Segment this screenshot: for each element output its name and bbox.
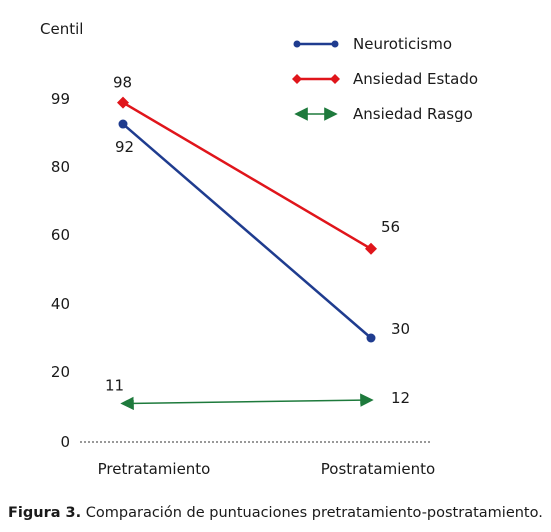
legend-item: Neuroticismo xyxy=(293,35,452,53)
series-line xyxy=(122,123,372,339)
data-label: 30 xyxy=(391,320,410,338)
data-label: 92 xyxy=(115,138,134,156)
series-2: 98 56 xyxy=(113,74,400,255)
data-label: 98 xyxy=(113,74,132,92)
legend-marker xyxy=(292,74,302,84)
data-point xyxy=(117,96,129,109)
series-1: 92 30 xyxy=(115,119,410,343)
y-tick-label: 0 xyxy=(60,433,70,451)
caption-prefix: Figura 3. xyxy=(8,505,82,521)
line-chart: Centil 0 20 40 60 80 99 Pretratamiento Postrat… xyxy=(40,20,478,478)
data-point xyxy=(366,333,376,343)
legend: Neuroticismo Ansiedad Estado Ansiedad Rasg… xyxy=(292,35,478,123)
legend-marker xyxy=(331,40,339,48)
y-tick-label: 60 xyxy=(51,226,70,244)
legend-label: Neuroticismo xyxy=(353,35,452,53)
series-3: 11 12 xyxy=(105,377,410,411)
data-label: 11 xyxy=(105,377,124,395)
figure-caption: Figura 3. Comparación de puntuaciones pr… xyxy=(8,505,543,521)
legend-label: Ansiedad Rasgo xyxy=(353,105,473,123)
y-tick-label: 80 xyxy=(51,158,70,176)
data-label: 56 xyxy=(381,218,400,236)
legend-item: Ansiedad Rasgo xyxy=(294,105,473,123)
legend-marker xyxy=(293,40,301,48)
series-line xyxy=(120,393,374,411)
caption-text: Comparación de puntuaciones pretratamien… xyxy=(81,505,543,521)
x-tick-label: Pretratamiento xyxy=(98,460,211,478)
data-point xyxy=(118,119,128,129)
legend-marker xyxy=(330,74,340,84)
series-line xyxy=(122,101,372,250)
y-tick-label: 99 xyxy=(51,90,70,108)
data-label: 12 xyxy=(391,389,410,407)
data-point xyxy=(365,242,377,255)
y-tick-label: 20 xyxy=(51,363,70,381)
y-axis-label: Centil xyxy=(40,20,83,38)
legend-item: Ansiedad Estado xyxy=(292,70,478,88)
y-tick-label: 40 xyxy=(51,295,70,313)
legend-label: Ansiedad Estado xyxy=(353,70,478,88)
x-tick-label: Postratamiento xyxy=(321,460,435,478)
